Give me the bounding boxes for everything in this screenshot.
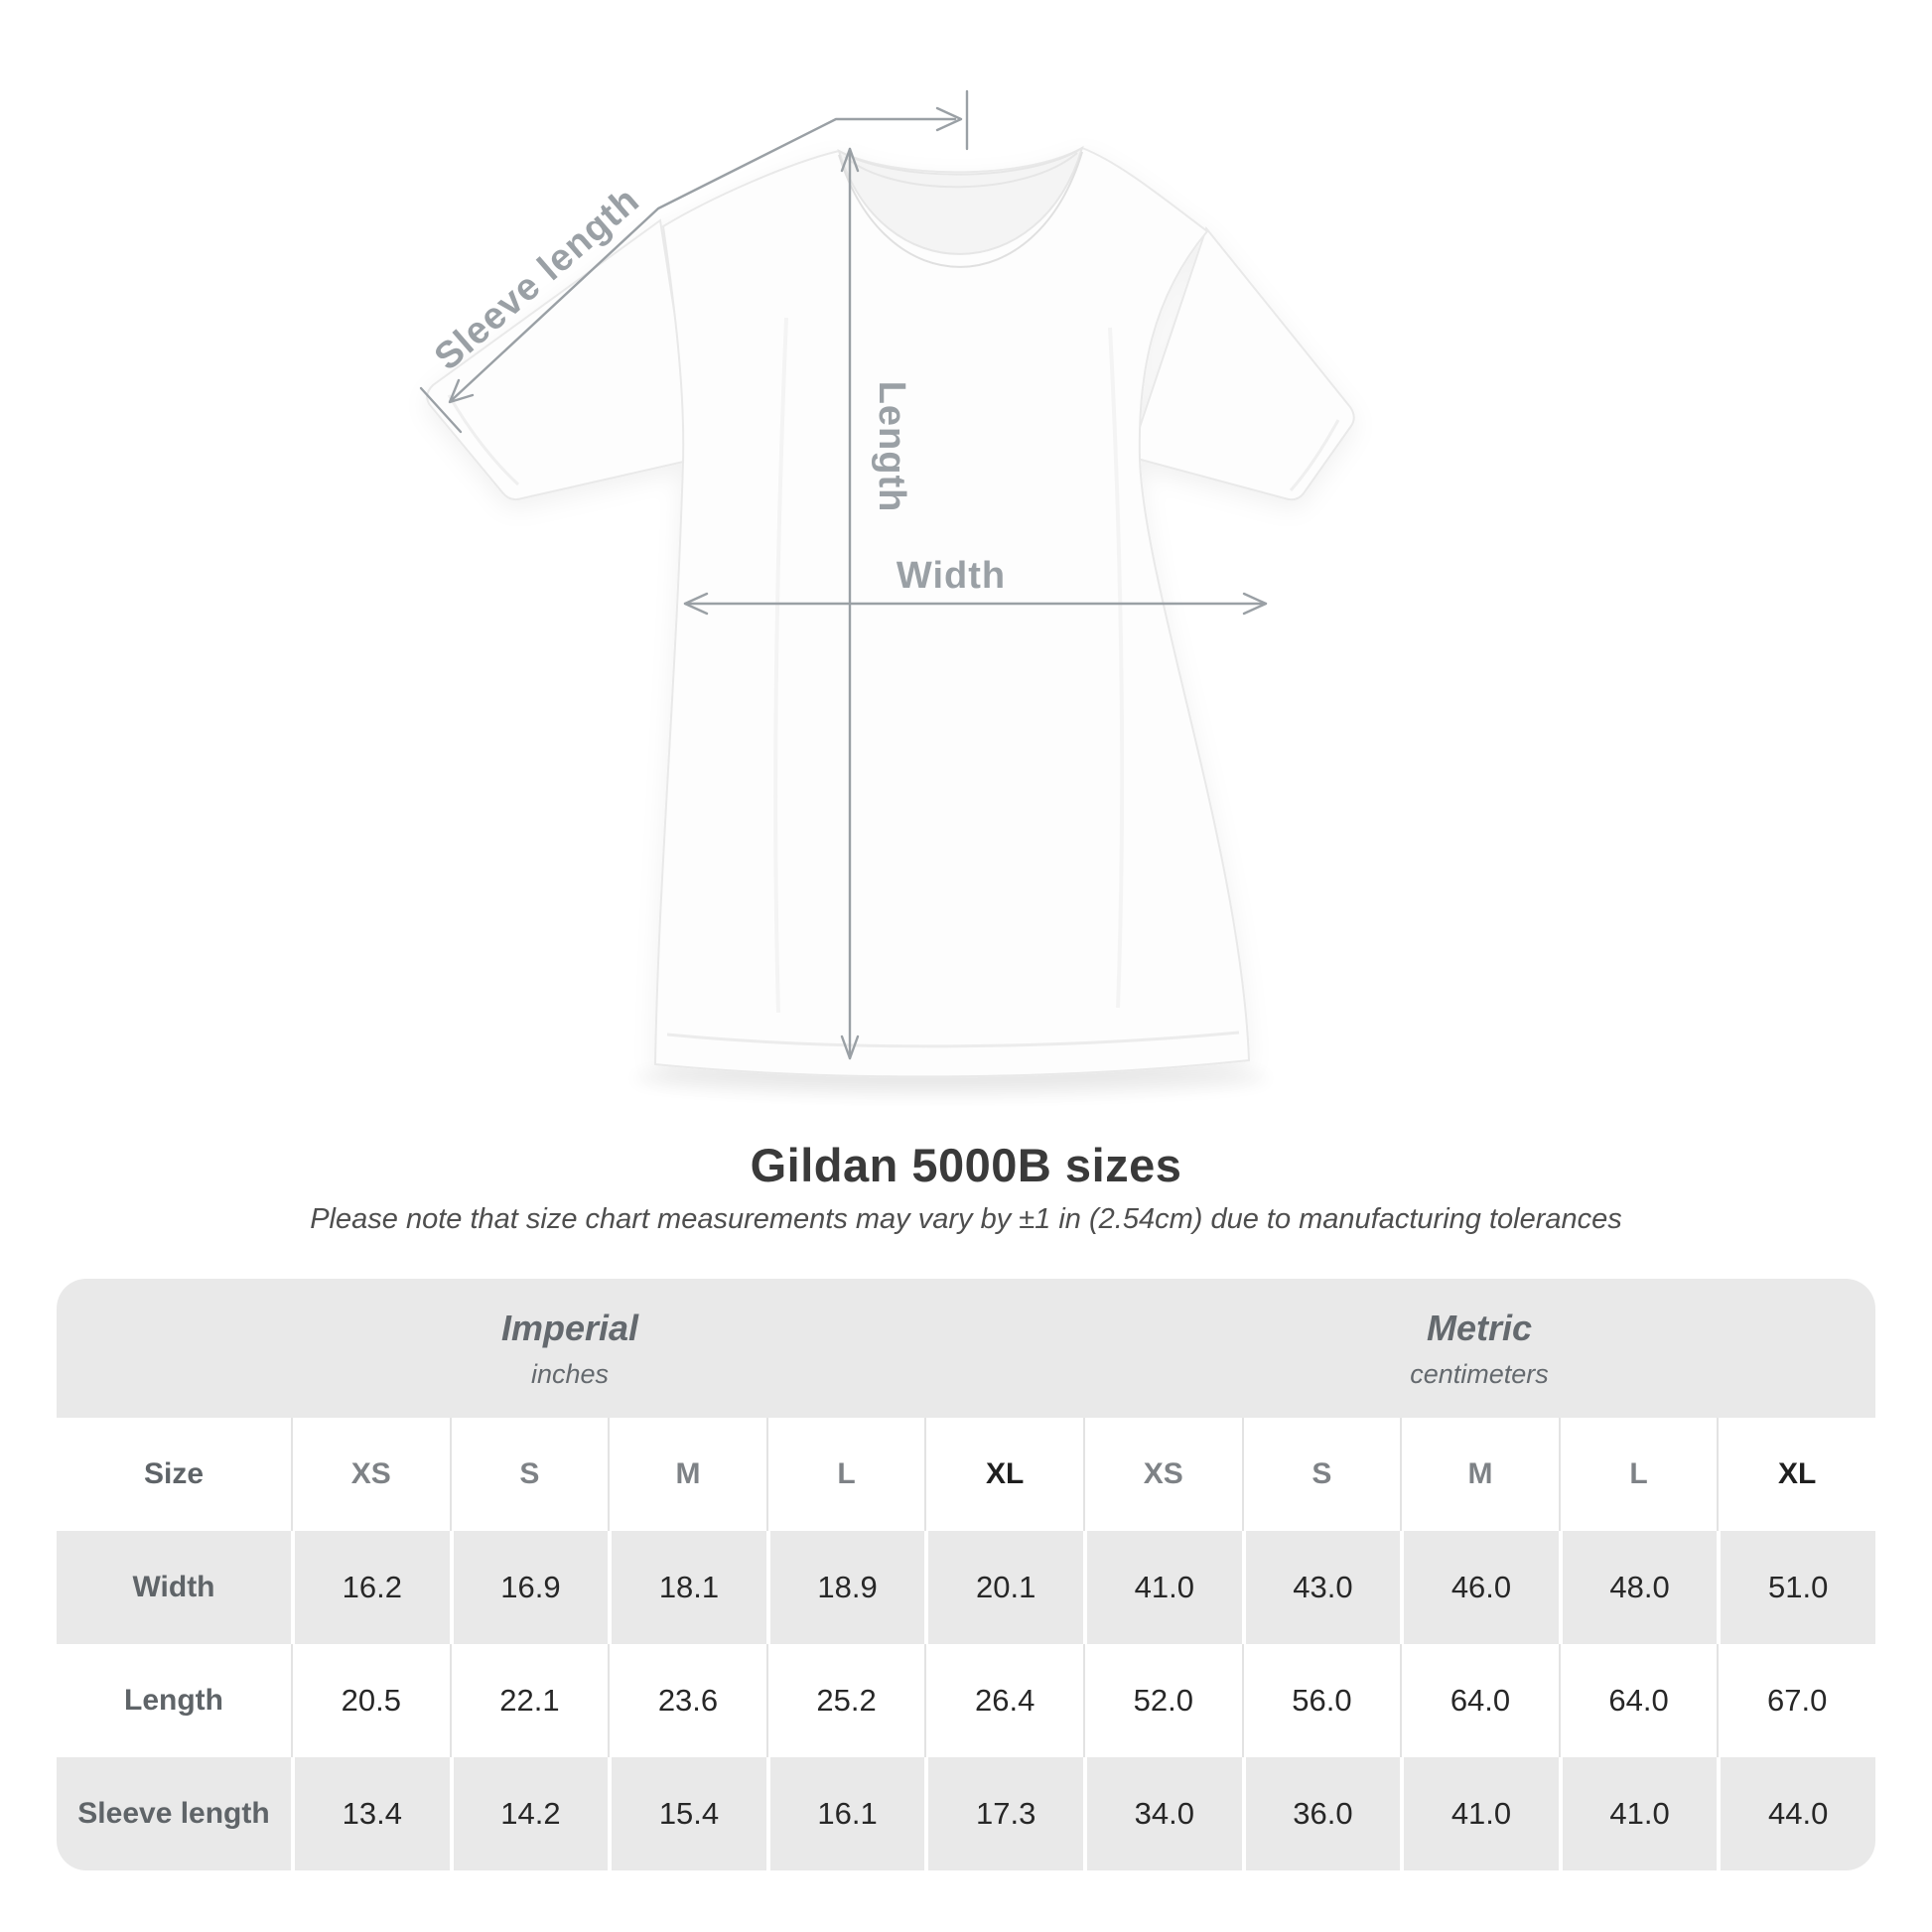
tshirt-fold-left (773, 317, 788, 1014)
length-metric-xs: 52.0 (1083, 1644, 1242, 1757)
width-label: Width (897, 555, 1006, 597)
length-imperial-l: 25.2 (765, 1644, 925, 1757)
tshirt-measurement-diagram: Sleeve length Length Width (419, 89, 1355, 1095)
tshirt-left-sleeve (426, 218, 699, 501)
sleeve-metric-xs: 34.0 (1083, 1757, 1242, 1870)
sleeve-metric-xl: 44.0 (1717, 1757, 1875, 1870)
tshirt-body (653, 146, 1251, 1078)
length-imperial-xl: 26.4 (924, 1644, 1083, 1757)
width-left-arrowhead (683, 592, 709, 616)
width-right-arrowhead (1242, 592, 1268, 616)
width-metric-m: 46.0 (1400, 1531, 1559, 1644)
length-metric-l: 64.0 (1558, 1644, 1718, 1757)
length-metric-xl: 67.0 (1717, 1644, 1875, 1757)
size-header-metric-m: M (1400, 1418, 1559, 1531)
tshirt-collar-opening (837, 145, 1084, 255)
length-imperial-xs: 20.5 (291, 1644, 450, 1757)
width-metric-xl: 51.0 (1717, 1531, 1875, 1644)
size-header-metric-xs: XS (1083, 1418, 1242, 1531)
width-metric-s: 43.0 (1241, 1531, 1401, 1644)
size-header-imperial-l: L (765, 1418, 925, 1531)
measurement-annotations (419, 89, 1268, 1060)
imperial-group-header: Imperial inches (57, 1279, 1083, 1418)
length-metric-s: 56.0 (1241, 1644, 1401, 1757)
tshirt-hem-seam (666, 1031, 1240, 1048)
sleeve-imperial-xs: 13.4 (291, 1757, 450, 1870)
sleeve-length-top-arrowhead (935, 106, 963, 132)
size-header-imperial-s: S (449, 1418, 609, 1531)
width-imperial-xs: 16.2 (291, 1531, 450, 1644)
row-label: Sleeve length (77, 1797, 270, 1830)
tshirt-graphic (426, 145, 1355, 1078)
page-title: Gildan 5000B sizes (750, 1139, 1182, 1191)
tshirt-back-collar (844, 152, 1078, 189)
length-imperial-s: 22.1 (449, 1644, 609, 1757)
size-header-imperial-xl: XL (924, 1418, 1083, 1531)
sleeve-metric-l: 41.0 (1558, 1757, 1718, 1870)
length-top-arrowhead (840, 147, 860, 173)
sleeve-length-line (450, 117, 957, 402)
sleeve-length-end-arrowhead (448, 378, 475, 404)
sleeve-imperial-m: 15.4 (608, 1757, 766, 1870)
size-table: Imperial inches Metric centimeters Size … (57, 1279, 1875, 1870)
sleeve-imperial-xl: 17.3 (924, 1757, 1083, 1870)
sleeve-metric-m: 41.0 (1400, 1757, 1559, 1870)
table-row-width: Width 16.2 16.9 18.1 18.9 20.1 41.0 43.0… (57, 1531, 1875, 1644)
width-metric-xs: 41.0 (1083, 1531, 1242, 1644)
tshirt-right-cuff-seam (1289, 419, 1340, 491)
tshirt-collar-seam (838, 151, 1083, 268)
imperial-unit-label: inches (530, 1358, 610, 1389)
size-header-metric-s: S (1241, 1418, 1401, 1531)
units-header-row: Imperial inches Metric centimeters (57, 1279, 1875, 1418)
sleeve-metric-s: 36.0 (1241, 1757, 1401, 1870)
tshirt-left-cuff-seam (447, 394, 520, 486)
size-header-row: Size XS S M L XL XS S M L XL (57, 1418, 1875, 1531)
length-metric-m: 64.0 (1400, 1644, 1559, 1757)
sleeve-imperial-l: 16.1 (765, 1757, 925, 1870)
width-imperial-xl: 20.1 (924, 1531, 1083, 1644)
width-imperial-m: 18.1 (608, 1531, 766, 1644)
width-imperial-s: 16.9 (449, 1531, 609, 1644)
imperial-label: Imperial (500, 1307, 639, 1348)
width-metric-l: 48.0 (1558, 1531, 1718, 1644)
metric-group-header: Metric centimeters (1083, 1279, 1875, 1418)
size-header-imperial-m: M (608, 1418, 766, 1531)
metric-unit-label: centimeters (1410, 1358, 1549, 1389)
metric-label: Metric (1426, 1307, 1533, 1348)
sleeve-length-end-tick (419, 386, 463, 434)
size-header-metric-l: L (1558, 1418, 1718, 1531)
length-imperial-m: 23.6 (608, 1644, 766, 1757)
size-header-label: Size (143, 1457, 205, 1490)
row-label: Length (124, 1684, 223, 1717)
width-imperial-l: 18.9 (765, 1531, 925, 1644)
tolerance-note: Please note that size chart measurements… (310, 1203, 1622, 1235)
table-row-length: Length 20.5 22.1 23.6 25.2 26.4 52.0 56.… (57, 1644, 1875, 1757)
tshirt-fold-right (1108, 327, 1125, 1009)
table-row-sleeve-length: Sleeve length 13.4 14.2 15.4 16.1 17.3 3… (57, 1757, 1875, 1870)
length-label: Length (871, 381, 912, 513)
size-header-imperial-xs: XS (291, 1418, 450, 1531)
tshirt-right-sleeve (1128, 225, 1355, 501)
size-header-metric-xl: XL (1717, 1418, 1875, 1531)
row-label: Width (132, 1571, 215, 1603)
sleeve-imperial-s: 14.2 (449, 1757, 609, 1870)
length-bottom-arrowhead (840, 1035, 860, 1060)
